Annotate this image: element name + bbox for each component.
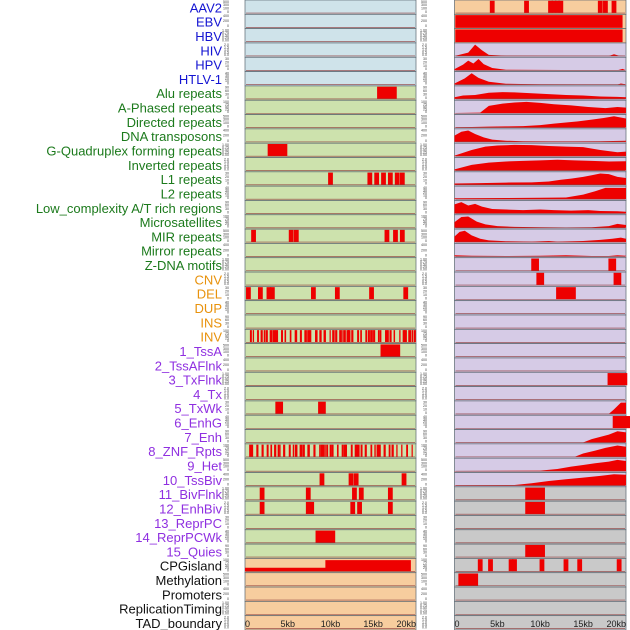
svg-text:200: 200 (421, 592, 427, 596)
svg-text:20kb: 20kb (606, 619, 626, 629)
svg-text:1_TssA: 1_TssA (179, 344, 222, 359)
svg-text:MIR repeats: MIR repeats (151, 229, 222, 244)
svg-text:HBV: HBV (195, 29, 222, 44)
svg-text:200: 200 (223, 592, 229, 596)
svg-text:400: 400 (421, 587, 427, 591)
svg-text:2_TssAFlnk: 2_TssAFlnk (155, 358, 223, 373)
svg-text:200: 200 (421, 477, 427, 481)
svg-text:0.0: 0.0 (422, 626, 427, 630)
svg-text:Mirror repeats: Mirror repeats (141, 244, 222, 259)
svg-text:G-Quadruplex forming repeats: G-Quadruplex forming repeats (46, 144, 222, 159)
svg-text:DNA transposons: DNA transposons (121, 129, 223, 144)
svg-text:4_Tx: 4_Tx (193, 387, 222, 402)
svg-text:Inverted repeats: Inverted repeats (128, 158, 222, 173)
svg-text:400: 400 (223, 472, 229, 476)
svg-text:Methylation: Methylation (156, 573, 222, 588)
svg-text:400: 400 (223, 587, 229, 591)
svg-text:TAD_boundary: TAD_boundary (136, 616, 223, 630)
svg-text:HPV: HPV (195, 58, 222, 73)
svg-text:7_Enh: 7_Enh (184, 430, 222, 445)
svg-text:20kb: 20kb (396, 619, 416, 629)
svg-text:200: 200 (223, 19, 229, 23)
svg-text:5_TxWk: 5_TxWk (174, 401, 222, 416)
svg-text:200: 200 (223, 363, 229, 367)
svg-text:A-Phased repeats: A-Phased repeats (118, 101, 223, 116)
svg-text:5kb: 5kb (490, 619, 505, 629)
svg-text:400: 400 (421, 358, 427, 362)
svg-text:INV: INV (200, 330, 222, 345)
svg-text:DUP: DUP (195, 301, 222, 316)
svg-text:200: 200 (421, 134, 427, 138)
svg-text:400: 400 (421, 472, 427, 476)
svg-text:3_TxFlnk: 3_TxFlnk (169, 373, 223, 388)
svg-text:400: 400 (223, 129, 229, 133)
svg-text:200: 200 (223, 477, 229, 481)
svg-text:Promoters: Promoters (162, 587, 222, 602)
svg-text:EBV: EBV (196, 15, 222, 30)
svg-text:10kb: 10kb (321, 619, 341, 629)
svg-text:0.0: 0.0 (224, 626, 229, 630)
svg-text:400: 400 (223, 358, 229, 362)
svg-text:12_EnhBiv: 12_EnhBiv (159, 501, 222, 516)
svg-text:DEL: DEL (197, 287, 222, 302)
svg-text:HTLV-1: HTLV-1 (179, 72, 222, 87)
svg-text:400: 400 (421, 243, 427, 247)
svg-text:10_TssBiv: 10_TssBiv (163, 473, 223, 488)
svg-text:200: 200 (223, 134, 229, 138)
svg-text:200: 200 (223, 248, 229, 252)
svg-text:15_Quies: 15_Quies (166, 544, 222, 559)
svg-text:HIV: HIV (200, 43, 222, 58)
svg-text:Microsatellites: Microsatellites (140, 215, 223, 230)
svg-text:400: 400 (223, 14, 229, 18)
svg-text:0: 0 (245, 619, 250, 629)
svg-text:INS: INS (200, 315, 222, 330)
svg-text:200: 200 (421, 248, 427, 252)
svg-text:200: 200 (421, 363, 427, 367)
svg-text:Directed repeats: Directed repeats (127, 115, 223, 130)
svg-text:200: 200 (421, 19, 427, 23)
svg-text:Low_complexity A/T rich region: Low_complexity A/T rich regions (36, 201, 223, 216)
svg-text:15kb: 15kb (573, 619, 593, 629)
svg-text:400: 400 (421, 129, 427, 133)
svg-text:8_ZNF_Rpts: 8_ZNF_Rpts (148, 444, 222, 459)
svg-text:9_Het: 9_Het (187, 459, 222, 474)
svg-text:400: 400 (223, 243, 229, 247)
svg-text:CPGisland: CPGisland (160, 559, 222, 574)
svg-text:L1 repeats: L1 repeats (161, 172, 223, 187)
svg-text:ReplicationTiming: ReplicationTiming (119, 602, 222, 617)
svg-text:400: 400 (421, 14, 427, 18)
svg-text:6_EnhG: 6_EnhG (174, 416, 222, 431)
svg-text:Alu repeats: Alu repeats (156, 86, 222, 101)
svg-text:15kb: 15kb (363, 619, 383, 629)
svg-text:CNV: CNV (195, 272, 223, 287)
svg-text:13_ReprPC: 13_ReprPC (154, 516, 222, 531)
svg-text:11_BivFlnk: 11_BivFlnk (159, 487, 223, 502)
svg-text:5kb: 5kb (281, 619, 296, 629)
svg-text:0: 0 (455, 619, 460, 629)
svg-text:14_ReprPCWk: 14_ReprPCWk (135, 530, 222, 545)
svg-text:L2 repeats: L2 repeats (161, 186, 223, 201)
svg-text:AAV2: AAV2 (190, 0, 222, 15)
svg-text:10kb: 10kb (530, 619, 550, 629)
svg-text:Z-DNA motifs: Z-DNA motifs (145, 258, 223, 273)
